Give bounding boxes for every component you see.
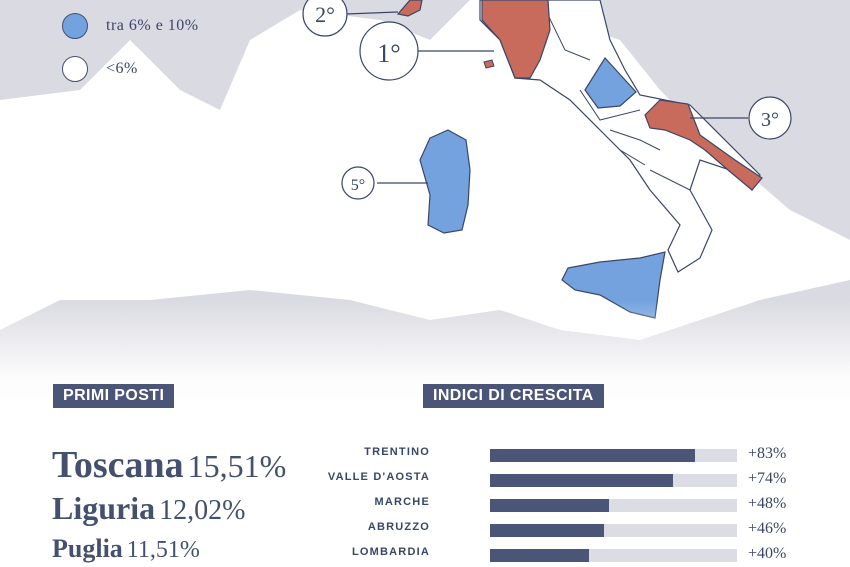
region-borders [547,14,691,191]
legend-label-low: <6% [106,60,138,77]
callout-2: 2° [302,0,399,37]
growth-bar [490,474,673,487]
growth-category-label: ABRUZZO [367,521,430,533]
callout-3: 3° [690,96,792,140]
italy-peninsula [479,0,761,273]
rank-item-2: Liguria 12,02% [52,490,245,527]
region-sardegna [419,129,471,234]
legend-item-mid: tra 6% e 10% [62,13,199,39]
growth-value-label: +83% [748,445,787,462]
region-puglia [644,99,763,191]
growth-value-label: +40% [748,545,787,562]
growth-bar [490,549,589,562]
growth-bar-track [490,549,737,562]
rank-name-1: Toscana [52,444,184,486]
legend-swatch-white [62,56,88,82]
growth-row: VALLE D'AOSTA +74% [328,469,840,491]
growth-row: MARCHE +48% [340,494,840,516]
growth-row: LOMBARDIA +40% [340,544,840,566]
growth-row: TRENTINO +83% [340,444,840,466]
region-toscana [481,0,551,79]
growth-value-label: +46% [748,520,787,537]
callout-1-label: 1° [377,39,400,68]
rank-value-2: 12,02% [159,495,246,526]
rank-value-3: 11,51% [126,537,200,563]
growth-bar-track [490,499,737,512]
callout-5: 5° [341,166,428,200]
growth-value-label: +74% [748,470,787,487]
primi-posti-heading: PRIMI POSTI [53,384,175,408]
region-liguria [396,0,423,17]
callout-3-label: 3° [761,109,779,131]
growth-bar-track [490,474,737,487]
growth-bar [490,524,604,537]
rank-name-2: Liguria [52,490,156,526]
growth-value-label: +48% [748,495,787,512]
map-fade-overlay [0,300,850,567]
rank-item-1: Toscana 15,51% [52,443,286,487]
legend-item-low: <6% [62,56,138,82]
growth-category-label: LOMBARDIA [351,546,430,558]
island-elba [483,59,495,69]
growth-category-label: TRENTINO [364,446,430,458]
rank-value-1: 15,51% [187,448,287,484]
growth-bar [490,499,609,512]
rank-item-3: Puglia 11,51% [52,534,200,564]
growth-bar [490,449,695,462]
indici-heading: INDICI DI CRESCITA [423,384,604,408]
growth-bar-track [490,524,737,537]
callout-2-label: 2° [315,2,335,27]
callout-5-label: 5° [351,177,365,194]
rank-name-3: Puglia [52,534,123,563]
growth-category-label: VALLE D'AOSTA [327,471,430,483]
growth-row: ABRUZZO +46% [340,519,840,541]
legend-swatch-blue [62,13,88,39]
growth-category-label: MARCHE [374,496,430,508]
land-north [0,0,850,240]
region-abruzzo [584,57,637,109]
callout-1: 1° [359,21,494,81]
legend-label-mid: tra 6% e 10% [106,17,199,34]
growth-bar-track [490,449,737,462]
